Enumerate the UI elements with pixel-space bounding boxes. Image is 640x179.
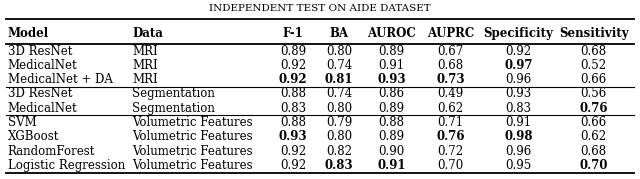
- Text: 0.74: 0.74: [326, 59, 353, 72]
- Text: RandomForest: RandomForest: [8, 145, 95, 158]
- Text: 0.62: 0.62: [580, 130, 607, 143]
- Text: AUROC: AUROC: [367, 27, 416, 40]
- Text: 0.72: 0.72: [438, 145, 463, 158]
- Text: MedicalNet + DA: MedicalNet + DA: [8, 73, 113, 86]
- Text: Model: Model: [8, 27, 49, 40]
- Text: 0.83: 0.83: [280, 102, 306, 115]
- Text: 0.68: 0.68: [580, 145, 607, 158]
- Text: INDEPENDENT TEST ON AIDE DATASET: INDEPENDENT TEST ON AIDE DATASET: [209, 4, 431, 13]
- Text: 0.56: 0.56: [580, 88, 607, 100]
- Text: MedicalNet: MedicalNet: [8, 59, 77, 72]
- Text: 0.88: 0.88: [280, 116, 306, 129]
- Text: 0.67: 0.67: [437, 45, 464, 57]
- Text: 0.76: 0.76: [579, 102, 608, 115]
- Text: 3D ResNet: 3D ResNet: [8, 45, 72, 57]
- Text: 0.90: 0.90: [378, 145, 405, 158]
- Text: 0.80: 0.80: [326, 130, 352, 143]
- Text: Logistic Regression: Logistic Regression: [8, 159, 125, 172]
- Text: 0.92: 0.92: [280, 159, 306, 172]
- Text: AUPRC: AUPRC: [427, 27, 474, 40]
- Text: 0.98: 0.98: [504, 130, 532, 143]
- Text: MRI: MRI: [132, 59, 158, 72]
- Text: Volumetric Features: Volumetric Features: [132, 159, 253, 172]
- Text: 0.92: 0.92: [280, 145, 306, 158]
- Text: Sensitivity: Sensitivity: [559, 27, 628, 40]
- Text: 0.70: 0.70: [437, 159, 464, 172]
- Text: 0.95: 0.95: [505, 159, 532, 172]
- Text: 0.97: 0.97: [504, 59, 532, 72]
- Text: 0.73: 0.73: [436, 73, 465, 86]
- Text: Volumetric Features: Volumetric Features: [132, 145, 253, 158]
- Text: 0.66: 0.66: [580, 116, 607, 129]
- Text: 3D ResNet: 3D ResNet: [8, 88, 72, 100]
- Text: Data: Data: [132, 27, 163, 40]
- Text: 0.83: 0.83: [325, 159, 353, 172]
- Text: 0.66: 0.66: [580, 73, 607, 86]
- Text: 0.89: 0.89: [379, 45, 404, 57]
- Text: 0.82: 0.82: [326, 145, 352, 158]
- Text: 0.88: 0.88: [280, 88, 306, 100]
- Text: 0.89: 0.89: [280, 45, 306, 57]
- Text: 0.91: 0.91: [379, 59, 404, 72]
- Text: 0.81: 0.81: [325, 73, 353, 86]
- Text: 0.93: 0.93: [378, 73, 406, 86]
- Text: 0.52: 0.52: [580, 59, 607, 72]
- Text: 0.93: 0.93: [505, 88, 532, 100]
- Text: Segmentation: Segmentation: [132, 102, 215, 115]
- Text: MRI: MRI: [132, 45, 158, 57]
- Text: F-1: F-1: [283, 27, 303, 40]
- Text: Volumetric Features: Volumetric Features: [132, 116, 253, 129]
- Text: 0.68: 0.68: [580, 45, 607, 57]
- Text: 0.80: 0.80: [326, 102, 352, 115]
- Text: 0.96: 0.96: [505, 145, 532, 158]
- Text: 0.74: 0.74: [326, 88, 353, 100]
- Text: 0.91: 0.91: [506, 116, 531, 129]
- Text: Segmentation: Segmentation: [132, 88, 215, 100]
- Text: BA: BA: [330, 27, 349, 40]
- Text: Specificity: Specificity: [483, 27, 554, 40]
- Text: 0.91: 0.91: [378, 159, 406, 172]
- Text: 0.80: 0.80: [326, 45, 352, 57]
- Text: XGBoost: XGBoost: [8, 130, 59, 143]
- Text: 0.89: 0.89: [379, 130, 404, 143]
- Text: 0.71: 0.71: [438, 116, 463, 129]
- Text: 0.93: 0.93: [279, 130, 307, 143]
- Text: 0.92: 0.92: [279, 73, 307, 86]
- Text: MRI: MRI: [132, 73, 158, 86]
- Text: SVM: SVM: [8, 116, 36, 129]
- Text: 0.49: 0.49: [437, 88, 464, 100]
- Text: 0.79: 0.79: [326, 116, 353, 129]
- Text: 0.86: 0.86: [379, 88, 404, 100]
- Text: 0.89: 0.89: [379, 102, 404, 115]
- Text: 0.68: 0.68: [438, 59, 463, 72]
- Text: 0.70: 0.70: [579, 159, 608, 172]
- Text: 0.83: 0.83: [506, 102, 531, 115]
- Text: 0.62: 0.62: [438, 102, 463, 115]
- Text: 0.92: 0.92: [280, 59, 306, 72]
- Text: 0.76: 0.76: [436, 130, 465, 143]
- Text: 0.92: 0.92: [506, 45, 531, 57]
- Text: 0.96: 0.96: [505, 73, 532, 86]
- Text: 0.88: 0.88: [379, 116, 404, 129]
- Text: MedicalNet: MedicalNet: [8, 102, 77, 115]
- Text: Volumetric Features: Volumetric Features: [132, 130, 253, 143]
